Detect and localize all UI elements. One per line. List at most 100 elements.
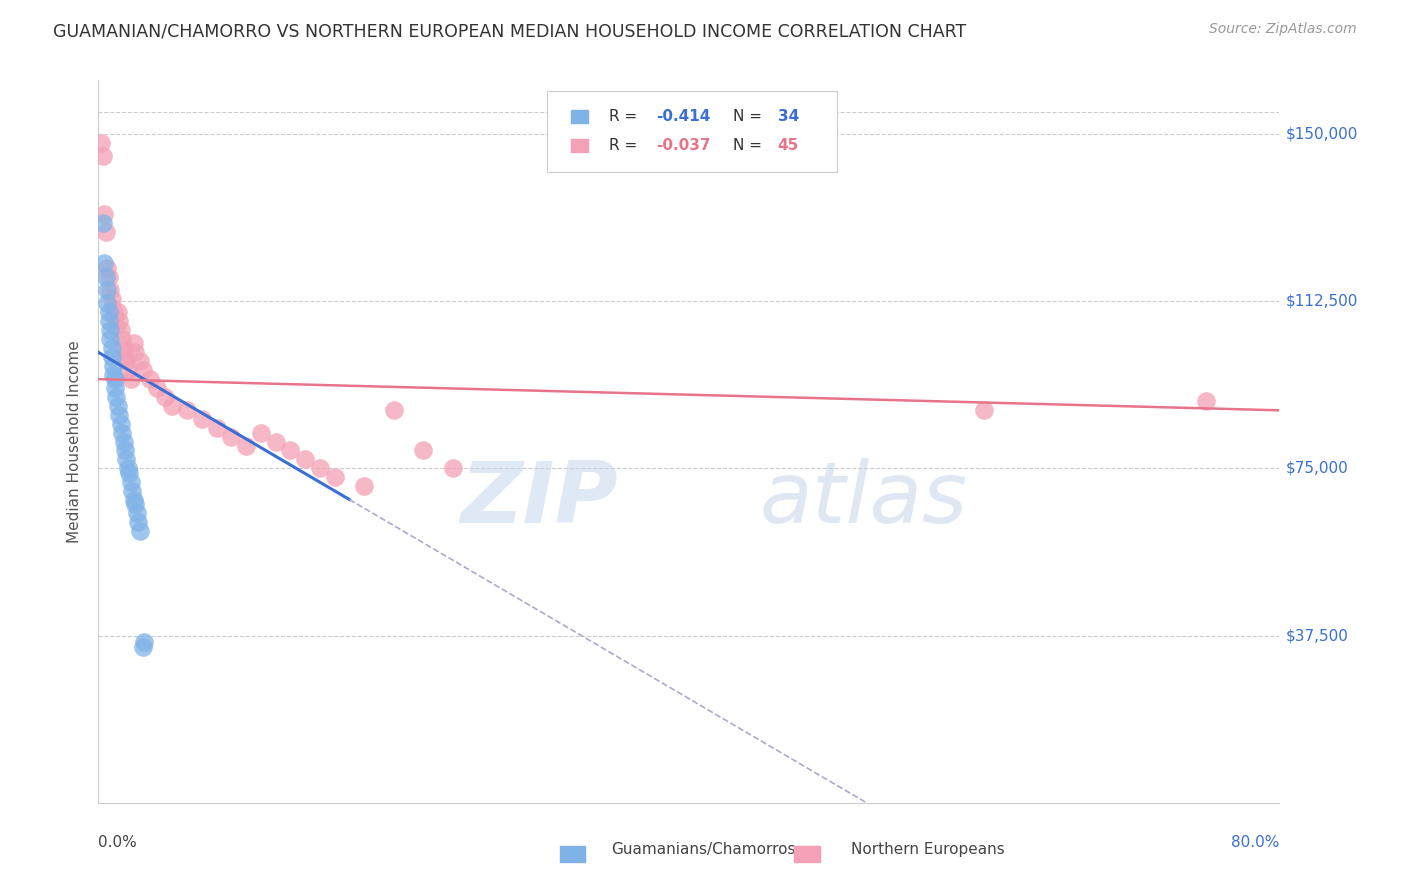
Text: 34: 34 <box>778 109 799 124</box>
Point <box>121 483 143 498</box>
Text: Guamanians/Chamorros: Guamanians/Chamorros <box>610 842 796 856</box>
Point <box>1195 394 1218 409</box>
Point <box>134 635 156 649</box>
Point <box>114 350 136 364</box>
Point <box>382 403 405 417</box>
Point <box>309 461 332 475</box>
Point <box>412 443 434 458</box>
Point <box>111 425 134 440</box>
Point <box>294 452 316 467</box>
FancyBboxPatch shape <box>547 91 837 172</box>
Point <box>94 269 117 284</box>
Text: Northern Europeans: Northern Europeans <box>851 842 1005 856</box>
Point <box>117 363 139 377</box>
Point <box>191 412 214 426</box>
Point <box>122 336 145 351</box>
Point <box>146 381 169 395</box>
Text: -0.414: -0.414 <box>655 109 710 124</box>
Text: $75,000: $75,000 <box>1285 461 1348 475</box>
Point <box>441 461 464 475</box>
Text: atlas: atlas <box>759 458 967 541</box>
Point <box>100 350 122 364</box>
Point <box>96 283 118 297</box>
Point <box>205 421 228 435</box>
Point <box>115 354 138 368</box>
Point <box>98 283 121 297</box>
Y-axis label: Median Household Income: Median Household Income <box>67 340 83 543</box>
Point <box>100 341 122 355</box>
Point <box>96 296 118 310</box>
Point <box>264 434 287 449</box>
Point <box>128 524 150 538</box>
Point <box>132 640 155 654</box>
Point <box>111 332 134 346</box>
Point <box>103 368 125 382</box>
Point <box>250 425 273 440</box>
Point <box>139 372 162 386</box>
Point <box>124 345 146 359</box>
Point <box>112 434 135 449</box>
Point <box>103 301 125 315</box>
Point <box>132 363 155 377</box>
Text: $37,500: $37,500 <box>1285 628 1348 643</box>
Text: ZIP: ZIP <box>460 458 619 541</box>
Point <box>93 256 115 270</box>
Point <box>107 399 129 413</box>
Text: -0.037: -0.037 <box>655 137 710 153</box>
Text: $150,000: $150,000 <box>1285 127 1358 141</box>
Text: N =: N = <box>733 109 766 124</box>
Point <box>280 443 302 458</box>
Point <box>162 399 183 413</box>
Point <box>107 305 129 319</box>
Point <box>118 466 141 480</box>
Point <box>98 332 121 346</box>
Bar <box>571 110 588 123</box>
Point <box>153 390 176 404</box>
Point <box>91 149 114 163</box>
Point <box>90 136 112 150</box>
Point <box>115 452 138 467</box>
Point <box>104 372 127 386</box>
Point <box>128 354 150 368</box>
Bar <box>571 139 588 152</box>
Text: Source: ZipAtlas.com: Source: ZipAtlas.com <box>1209 22 1357 37</box>
Point <box>117 461 139 475</box>
Point <box>110 323 132 337</box>
Point <box>104 310 127 324</box>
Point <box>176 403 198 417</box>
Point <box>120 475 142 489</box>
Point <box>97 305 120 319</box>
Point <box>105 390 128 404</box>
Text: R =: R = <box>609 109 641 124</box>
Point <box>973 403 995 417</box>
Point <box>114 443 136 458</box>
Point <box>100 292 122 306</box>
Point <box>353 479 375 493</box>
Point <box>124 497 146 511</box>
Point <box>97 314 120 328</box>
Point <box>105 318 128 333</box>
Point <box>125 506 148 520</box>
Point <box>110 417 132 431</box>
Text: GUAMANIAN/CHAMORRO VS NORTHERN EUROPEAN MEDIAN HOUSEHOLD INCOME CORRELATION CHAR: GUAMANIAN/CHAMORRO VS NORTHERN EUROPEAN … <box>53 22 967 40</box>
Point <box>122 492 145 507</box>
Point <box>323 470 346 484</box>
Point <box>235 439 257 453</box>
Text: N =: N = <box>733 137 766 153</box>
Point <box>103 359 125 373</box>
Point <box>221 430 243 444</box>
Point <box>93 207 115 221</box>
Point <box>91 216 114 230</box>
Point <box>108 408 131 422</box>
Point <box>97 269 120 284</box>
Text: 45: 45 <box>778 137 799 153</box>
Point <box>108 314 131 328</box>
Point <box>96 260 118 275</box>
Point <box>94 225 117 239</box>
Text: $112,500: $112,500 <box>1285 293 1358 309</box>
Point <box>112 341 135 355</box>
Point <box>98 323 121 337</box>
Text: R =: R = <box>609 137 641 153</box>
Text: 80.0%: 80.0% <box>1232 835 1279 850</box>
Point <box>104 381 127 395</box>
